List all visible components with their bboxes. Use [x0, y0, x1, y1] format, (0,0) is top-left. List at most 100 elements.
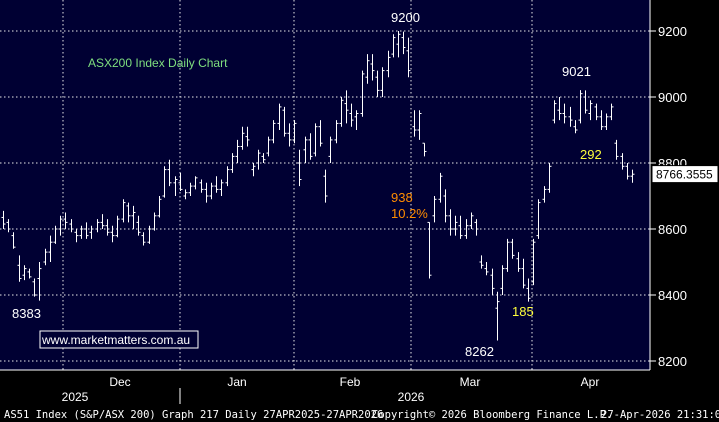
annotation-low-8383: 8383: [12, 306, 41, 321]
ohlc-bar: [209, 182, 214, 200]
ohlc-bar: [225, 166, 230, 187]
ohlc-bar: [235, 139, 240, 163]
ohlc-bar: [43, 248, 48, 266]
ohlc-bar: [27, 268, 32, 279]
ohlc-bar: [526, 278, 531, 302]
y-tick-label: 8200: [658, 354, 687, 369]
ohlc-bar: [230, 153, 235, 173]
ohlc-bar: [516, 252, 521, 272]
ohlc-bar: [121, 199, 126, 223]
y-tick-label: 8400: [658, 288, 687, 303]
ohlc-bar: [510, 238, 515, 259]
ohlc-bar: [479, 255, 484, 269]
y-tick-label: 9000: [658, 90, 687, 105]
ohlc-bar: [74, 229, 79, 243]
ohlc-bar: [594, 103, 599, 121]
ohlc-bar: [630, 169, 635, 183]
footer-ticker: AS51 Index (S&P/ASX 200) Graph 217 Daily…: [4, 409, 383, 421]
ohlc-bar: [308, 133, 313, 160]
ohlc-bar: [79, 225, 84, 239]
ohlc-bar: [6, 219, 11, 233]
ohlc-bar: [261, 153, 266, 163]
ohlc-bar: [417, 110, 422, 140]
ohlc-bar: [599, 110, 604, 130]
footer-center: Copyright© 2026 Bloomberg Finance L.P.: [372, 409, 612, 421]
ohlc-bar: [432, 196, 437, 223]
ohlc-bar: [141, 232, 146, 246]
ohlc-bar: [588, 100, 593, 121]
ohlc-bar: [568, 106, 573, 127]
footer-left: AS51 Index (S&P/ASX 200) Graph 217 Daily…: [4, 409, 383, 421]
ohlc-bar: [53, 225, 58, 244]
ohlc-bar: [214, 176, 219, 193]
x-month-label: Feb: [340, 375, 361, 389]
ohlc-bar: [573, 120, 578, 134]
ohlc-bar: [557, 97, 562, 121]
x-month-label: Dec: [109, 375, 130, 389]
watermark-text[interactable]: www.marketmatters.com.au: [41, 333, 190, 347]
ohlc-bar: [48, 235, 53, 262]
x-month-label: Mar: [460, 375, 481, 389]
annotation-high-9021: 9021: [562, 64, 591, 79]
annotation-high-9200: 9200: [391, 10, 420, 25]
ohlc-bar: [256, 149, 261, 170]
ohlc-bar: [458, 215, 463, 239]
ohlc-bar: [464, 219, 469, 239]
ohlc-bar: [391, 34, 396, 58]
ohlc-bar: [344, 90, 349, 124]
ohlc-bar: [339, 97, 344, 127]
ohlc-bar: [448, 209, 453, 236]
last-price-marker: 8766.3555: [651, 165, 719, 184]
annotation-rise-185: 185: [512, 304, 534, 319]
last-price-box: [651, 165, 719, 184]
ohlc-bar: [282, 106, 287, 137]
ohlc-bar: [547, 163, 552, 193]
ohlc-bar: [500, 265, 505, 295]
annotation-decline-292: 292: [580, 147, 602, 162]
ohlc-bar: [505, 238, 510, 272]
ohlc-bar: [297, 149, 302, 187]
ohlc-bar: [199, 179, 204, 193]
last-price-label: 8766.3555: [656, 168, 713, 182]
ohlc-bar: [354, 110, 359, 130]
ohlc-bar: [323, 169, 328, 203]
ohlc-bar: [183, 189, 188, 200]
ohlc-bar: [427, 221, 432, 279]
chart-title: ASX200 Index Daily Chart: [88, 56, 228, 70]
ohlc-bar: [22, 265, 27, 281]
ohlc-bar: [396, 31, 401, 58]
ohlc-bar: [251, 163, 256, 177]
ohlc-bar: [438, 172, 443, 203]
ohlc-bar: [219, 179, 224, 196]
ohlc-bar: [167, 159, 172, 187]
ohlc-bar: [620, 153, 625, 170]
ohlc-bar: [625, 163, 630, 180]
ohlc-bar: [245, 126, 250, 147]
ohlc-bar: [542, 186, 547, 203]
ohlc-bar: [136, 215, 141, 236]
watermark[interactable]: www.marketmatters.com.au: [39, 330, 199, 349]
ohlc-bar: [604, 113, 609, 130]
ohlc-bar: [188, 182, 193, 196]
ohlc-bar: [422, 142, 427, 157]
ohlc-bar: [490, 268, 495, 295]
ohlc-bars: [1, 31, 635, 341]
ohlc-bar: [443, 189, 448, 223]
ohlc-bar: [32, 278, 37, 297]
ohlc-bar: [11, 232, 16, 249]
ohlc-bar: [84, 222, 89, 239]
ohlc-bar: [63, 212, 68, 229]
ohlc-bar: [303, 136, 308, 163]
ohlc-bar: [89, 225, 94, 239]
x-year-label: 2026: [398, 390, 425, 404]
ohlc-bar: [287, 123, 292, 147]
ohlc-bar: [271, 120, 276, 144]
ohlc-bar: [474, 219, 479, 236]
ohlc-bar: [126, 202, 131, 223]
ohlc-bar: [578, 90, 583, 124]
ohlc-bar: [453, 215, 458, 236]
ohlc-bar: [110, 225, 115, 243]
watermark-box: [39, 330, 199, 349]
